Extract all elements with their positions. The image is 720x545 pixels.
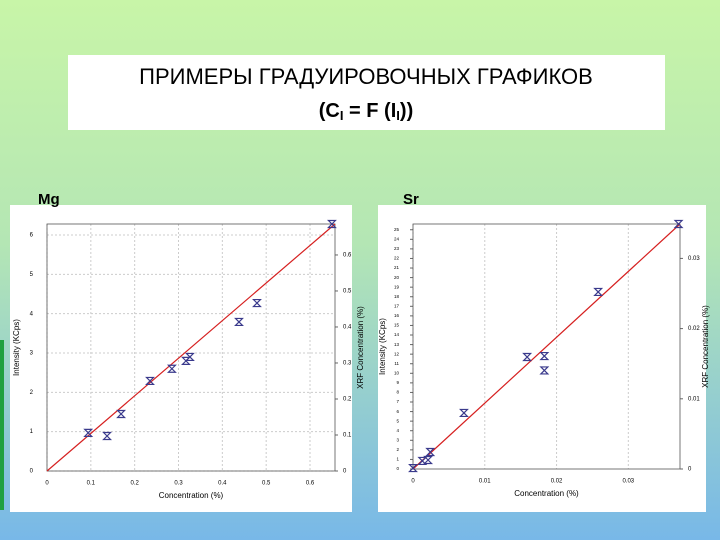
marker — [593, 287, 604, 297]
marker — [102, 431, 113, 441]
fit-line — [412, 223, 681, 470]
y-tick-label: 6 — [396, 409, 399, 414]
y-tick-label: 18 — [394, 294, 400, 299]
y-tick-label: 4 — [30, 311, 34, 317]
y-tick-label: 19 — [394, 284, 400, 289]
x-tick-label: 0.03 — [622, 479, 634, 485]
y-tick-label: 0 — [30, 469, 34, 475]
y-tick-label: 25 — [394, 227, 400, 232]
y-axis-label: Intensity (KCps) — [378, 318, 387, 375]
formula-part: (C — [319, 100, 340, 122]
y-tick-label: 1 — [396, 457, 399, 462]
y2-tick-label: 0 — [688, 467, 692, 473]
y2-tick-label: 0.4 — [343, 325, 352, 331]
y2-axis-label: XRF Concentration (%) — [701, 305, 710, 388]
y-tick-label: 11 — [394, 361, 399, 366]
y-tick-label: 4 — [396, 428, 399, 433]
x-tick-label: 0.1 — [87, 481, 96, 487]
x-tick-label: 0 — [45, 481, 49, 487]
marker — [234, 317, 244, 327]
y-tick-label: 10 — [394, 370, 400, 375]
y-tick-label: 24 — [394, 237, 400, 242]
marker — [116, 409, 127, 419]
x-tick-label: 0.3 — [174, 481, 183, 487]
y-tick-label: 7 — [396, 399, 399, 404]
marker — [252, 298, 262, 308]
y-tick-label: 9 — [396, 380, 399, 385]
x-tick-label: 0.02 — [551, 479, 563, 485]
marker — [326, 219, 337, 229]
marker — [539, 351, 550, 361]
y-tick-label: 5 — [30, 272, 34, 278]
x-axis-label: Concentration (%) — [514, 489, 579, 498]
y-tick-label: 17 — [394, 303, 400, 308]
marker — [423, 455, 434, 465]
y2-tick-label: 0.01 — [688, 396, 700, 402]
formula-part: )) — [400, 100, 413, 122]
side-bar — [0, 340, 4, 510]
chart-label: Mg — [38, 191, 60, 208]
y-tick-label: 22 — [394, 256, 400, 261]
y-tick-label: 3 — [396, 437, 399, 442]
marker — [83, 428, 94, 437]
y-tick-label: 21 — [394, 265, 400, 270]
y2-axis-label: XRF Concentration (%) — [356, 306, 365, 389]
y-tick-label: 12 — [394, 351, 400, 356]
formula: (CI = F (II)) — [319, 100, 413, 123]
y-tick-label: 13 — [394, 342, 400, 347]
marker — [425, 447, 436, 457]
plot-frame — [46, 223, 336, 472]
marker — [417, 456, 428, 466]
slide-title: ПРИМЕРЫ ГРАДУИРОВОЧНЫХ ГРАФИКОВ — [139, 64, 593, 89]
formula-sub: I — [340, 108, 344, 123]
title-box — [68, 55, 665, 130]
y-tick-label: 16 — [394, 313, 400, 318]
formula-part: = F (I — [343, 100, 396, 122]
formula-sub: I — [396, 108, 400, 123]
y-tick-label: 20 — [394, 275, 400, 280]
y-tick-label: 23 — [394, 246, 400, 251]
plot-frame — [412, 223, 681, 470]
x-axis-label: Concentration (%) — [159, 491, 224, 500]
y2-tick-label: 0.2 — [343, 397, 352, 403]
marker — [459, 408, 469, 418]
chart-panel — [10, 205, 352, 512]
y2-tick-label: 0.6 — [343, 253, 352, 259]
y-tick-label: 5 — [396, 418, 399, 423]
x-tick-label: 0.5 — [262, 481, 271, 487]
marker — [145, 376, 155, 386]
marker — [522, 352, 533, 362]
x-tick-label: 0.6 — [306, 481, 315, 487]
x-tick-label: 0.4 — [218, 481, 227, 487]
x-tick-label: 0.01 — [479, 479, 491, 485]
y-tick-label: 2 — [30, 390, 34, 396]
y-tick-label: 8 — [396, 390, 399, 395]
marker — [181, 356, 191, 365]
marker — [673, 219, 684, 229]
y2-tick-label: 0.1 — [343, 433, 352, 439]
marker — [539, 366, 550, 375]
y2-tick-label: 0.3 — [343, 361, 352, 367]
y2-tick-label: 0.02 — [688, 326, 700, 332]
y-tick-label: 3 — [30, 351, 34, 357]
y-tick-label: 14 — [394, 332, 400, 337]
y-tick-label: 15 — [394, 323, 400, 328]
y-axis-label: Intensity (KCps) — [12, 319, 21, 376]
marker — [184, 352, 195, 362]
marker — [166, 364, 177, 373]
marker — [408, 463, 418, 473]
chart-label: Sr — [403, 191, 419, 208]
y-tick-label: 6 — [30, 233, 34, 239]
y2-tick-label: 0.03 — [688, 256, 700, 262]
x-tick-label: 0 — [411, 479, 415, 485]
y-tick-label: 2 — [396, 447, 399, 452]
y-tick-label: 0 — [396, 466, 399, 471]
x-tick-label: 0.2 — [130, 481, 139, 487]
y2-tick-label: 0 — [343, 469, 347, 475]
y-tick-label: 1 — [30, 429, 34, 435]
fit-line — [46, 223, 336, 472]
y2-tick-label: 0.5 — [343, 289, 352, 295]
